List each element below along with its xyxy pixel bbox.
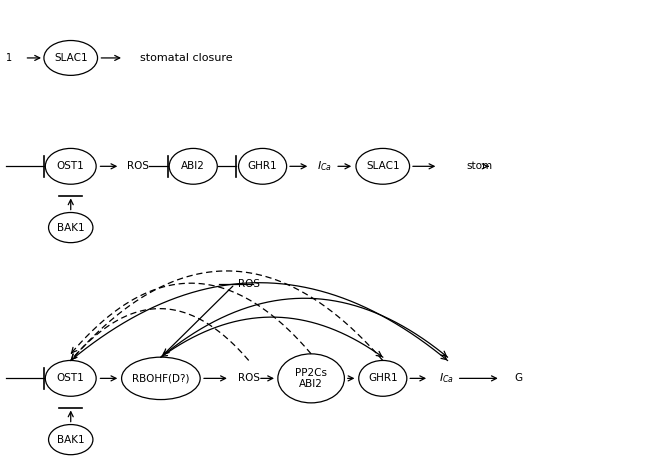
Text: OST1: OST1 [57,161,84,171]
Text: GHR1: GHR1 [368,374,398,383]
Text: $I_{Ca}$: $I_{Ca}$ [439,372,454,385]
Text: PP2Cs
ABI2: PP2Cs ABI2 [295,367,327,389]
Text: stom: stom [466,161,492,171]
Text: G: G [515,374,523,383]
Text: 1: 1 [6,53,12,63]
Text: BAK1: BAK1 [57,435,84,445]
Text: ROS: ROS [238,279,260,289]
Text: stomatal closure: stomatal closure [140,53,233,63]
Text: $I_{Ca}$: $I_{Ca}$ [317,159,332,173]
Text: ROS: ROS [127,161,149,171]
Text: SLAC1: SLAC1 [366,161,400,171]
Text: BAK1: BAK1 [57,223,84,233]
Text: GHR1: GHR1 [248,161,278,171]
Text: RBOHF(D?): RBOHF(D?) [132,374,190,383]
Text: ROS: ROS [238,374,260,383]
Text: OST1: OST1 [57,374,84,383]
Text: ABI2: ABI2 [181,161,205,171]
Text: SLAC1: SLAC1 [54,53,88,63]
